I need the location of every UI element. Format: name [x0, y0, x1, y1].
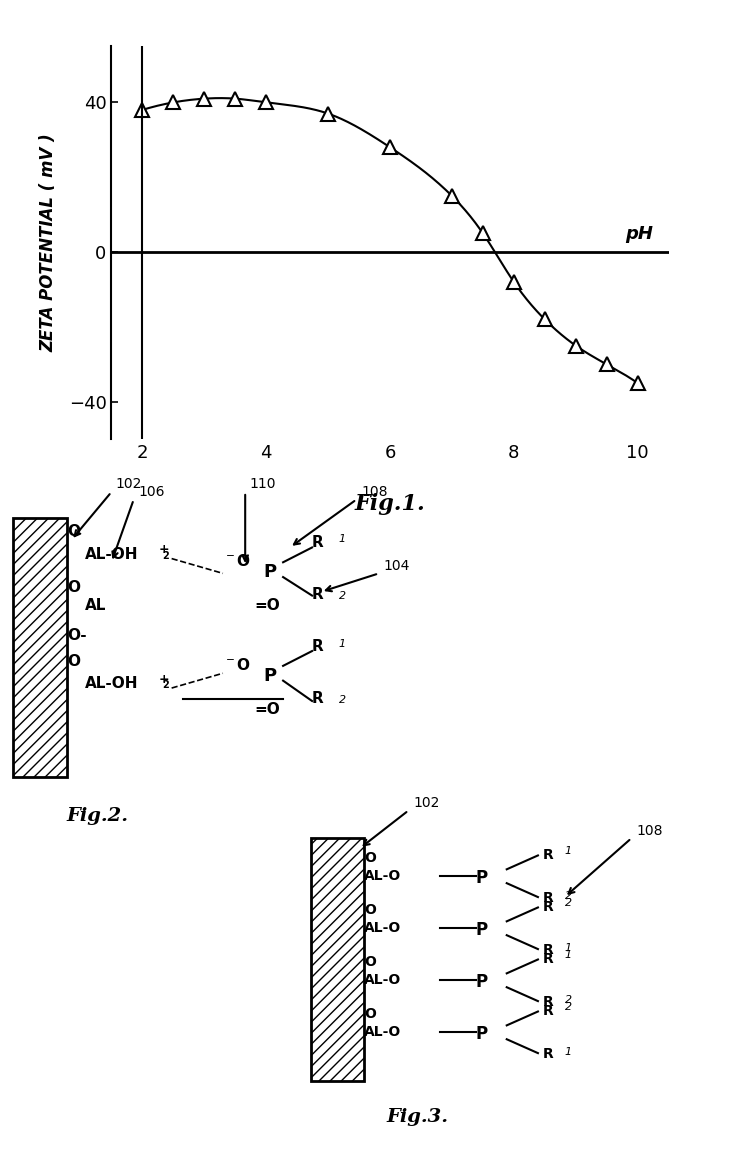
Text: =O: =O	[254, 702, 280, 717]
Text: P: P	[476, 921, 487, 939]
Text: R: R	[542, 891, 553, 905]
Text: $^-$O: $^-$O	[223, 553, 251, 569]
Text: 102: 102	[116, 477, 142, 491]
Text: AL-OH: AL-OH	[85, 676, 138, 691]
Y-axis label: ZETA POTENTIAL ( mV ): ZETA POTENTIAL ( mV )	[39, 133, 58, 353]
Text: 102: 102	[413, 795, 439, 810]
Text: R: R	[542, 847, 553, 862]
Text: =O: =O	[254, 599, 280, 614]
Text: 110: 110	[250, 477, 276, 491]
Text: O: O	[364, 903, 376, 918]
Text: O: O	[364, 1007, 376, 1022]
Text: R: R	[542, 1003, 553, 1018]
Text: 1: 1	[565, 950, 572, 959]
Text: P: P	[476, 1025, 487, 1043]
Text: pH: pH	[626, 225, 653, 243]
Text: P: P	[476, 869, 487, 887]
Text: Fig.3.: Fig.3.	[386, 1109, 448, 1126]
Text: 2: 2	[163, 680, 169, 690]
Text: 1: 1	[565, 846, 572, 855]
Text: R: R	[542, 951, 553, 966]
Text: AL-O: AL-O	[364, 1024, 401, 1039]
Text: R: R	[312, 587, 324, 602]
Text: R: R	[542, 1047, 553, 1061]
Text: +: +	[158, 543, 169, 556]
Text: AL-O: AL-O	[364, 868, 401, 883]
Text: 2: 2	[565, 1002, 572, 1012]
Text: O: O	[67, 654, 80, 669]
Text: AL-OH: AL-OH	[85, 547, 138, 562]
Bar	[311, 838, 364, 1081]
Text: $^-$O: $^-$O	[223, 657, 251, 673]
Text: R: R	[542, 995, 553, 1009]
Text: R: R	[312, 535, 324, 550]
Text: 2: 2	[163, 550, 169, 561]
Text: 2: 2	[339, 695, 346, 705]
Text: 1: 1	[565, 1047, 572, 1057]
Text: O-: O-	[67, 628, 86, 643]
Text: R: R	[312, 639, 324, 654]
Text: P: P	[263, 563, 276, 581]
Text: O: O	[364, 955, 376, 970]
Text: 1: 1	[339, 534, 346, 544]
Text: 1: 1	[339, 639, 346, 650]
Text: 106: 106	[138, 484, 165, 498]
Text: O: O	[364, 851, 376, 866]
Text: Fig.2.: Fig.2.	[67, 807, 129, 825]
Text: AL: AL	[85, 599, 106, 614]
Text: O: O	[67, 525, 80, 540]
Text: P: P	[263, 667, 276, 684]
Text: R: R	[542, 899, 553, 914]
Text: 2: 2	[565, 898, 572, 907]
Text: Fig.1.: Fig.1.	[354, 492, 426, 516]
Text: O: O	[67, 580, 80, 595]
Text: AL-O: AL-O	[364, 920, 401, 935]
Text: 2: 2	[565, 891, 572, 901]
Text: P: P	[476, 973, 487, 991]
Text: 2: 2	[339, 591, 346, 601]
Text: 1: 1	[565, 943, 572, 953]
Text: R: R	[312, 691, 324, 706]
Text: 108: 108	[361, 484, 388, 498]
Text: AL-O: AL-O	[364, 972, 401, 987]
Text: 104: 104	[383, 558, 409, 572]
Bar	[13, 518, 67, 777]
Text: 2: 2	[565, 995, 572, 1005]
Text: R: R	[542, 943, 553, 957]
Text: 108: 108	[636, 823, 663, 838]
Text: +: +	[158, 673, 169, 686]
